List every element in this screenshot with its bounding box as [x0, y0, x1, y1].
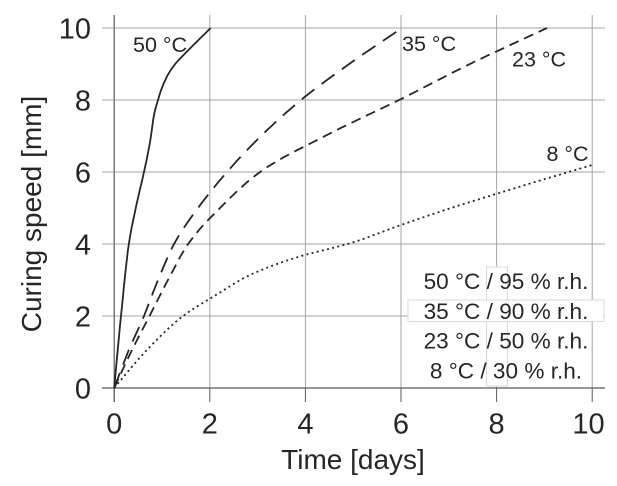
svg-text:2: 2	[202, 409, 218, 441]
svg-text:8 °C: 8 °C	[547, 142, 589, 166]
svg-text:6: 6	[393, 409, 409, 441]
svg-text:2: 2	[75, 301, 91, 333]
svg-text:6: 6	[75, 157, 91, 189]
svg-text:4: 4	[75, 229, 91, 261]
svg-text:Curing speed [mm]: Curing speed [mm]	[16, 96, 47, 333]
svg-text:4: 4	[297, 409, 313, 441]
svg-text:35 °C: 35 °C	[402, 32, 456, 56]
svg-text:50 °C / 95 % r.h.: 50 °C / 95 % r.h.	[424, 269, 589, 294]
svg-text:0: 0	[75, 373, 91, 405]
svg-text:8 °C / 30 % r.h.: 8 °C / 30 % r.h.	[430, 358, 582, 383]
svg-text:23 °C / 50 % r.h.: 23 °C / 50 % r.h.	[424, 329, 589, 354]
svg-text:0: 0	[106, 409, 122, 441]
svg-text:8: 8	[75, 85, 91, 117]
svg-text:10: 10	[572, 409, 604, 441]
svg-text:50 °C: 50 °C	[133, 33, 187, 57]
svg-text:8: 8	[489, 409, 505, 441]
svg-text:Time [days]: Time [days]	[281, 444, 425, 475]
svg-text:23 °C: 23 °C	[512, 48, 566, 72]
svg-text:35 °C / 90 % r.h.: 35 °C / 90 % r.h.	[424, 299, 589, 324]
svg-text:10: 10	[59, 13, 91, 45]
